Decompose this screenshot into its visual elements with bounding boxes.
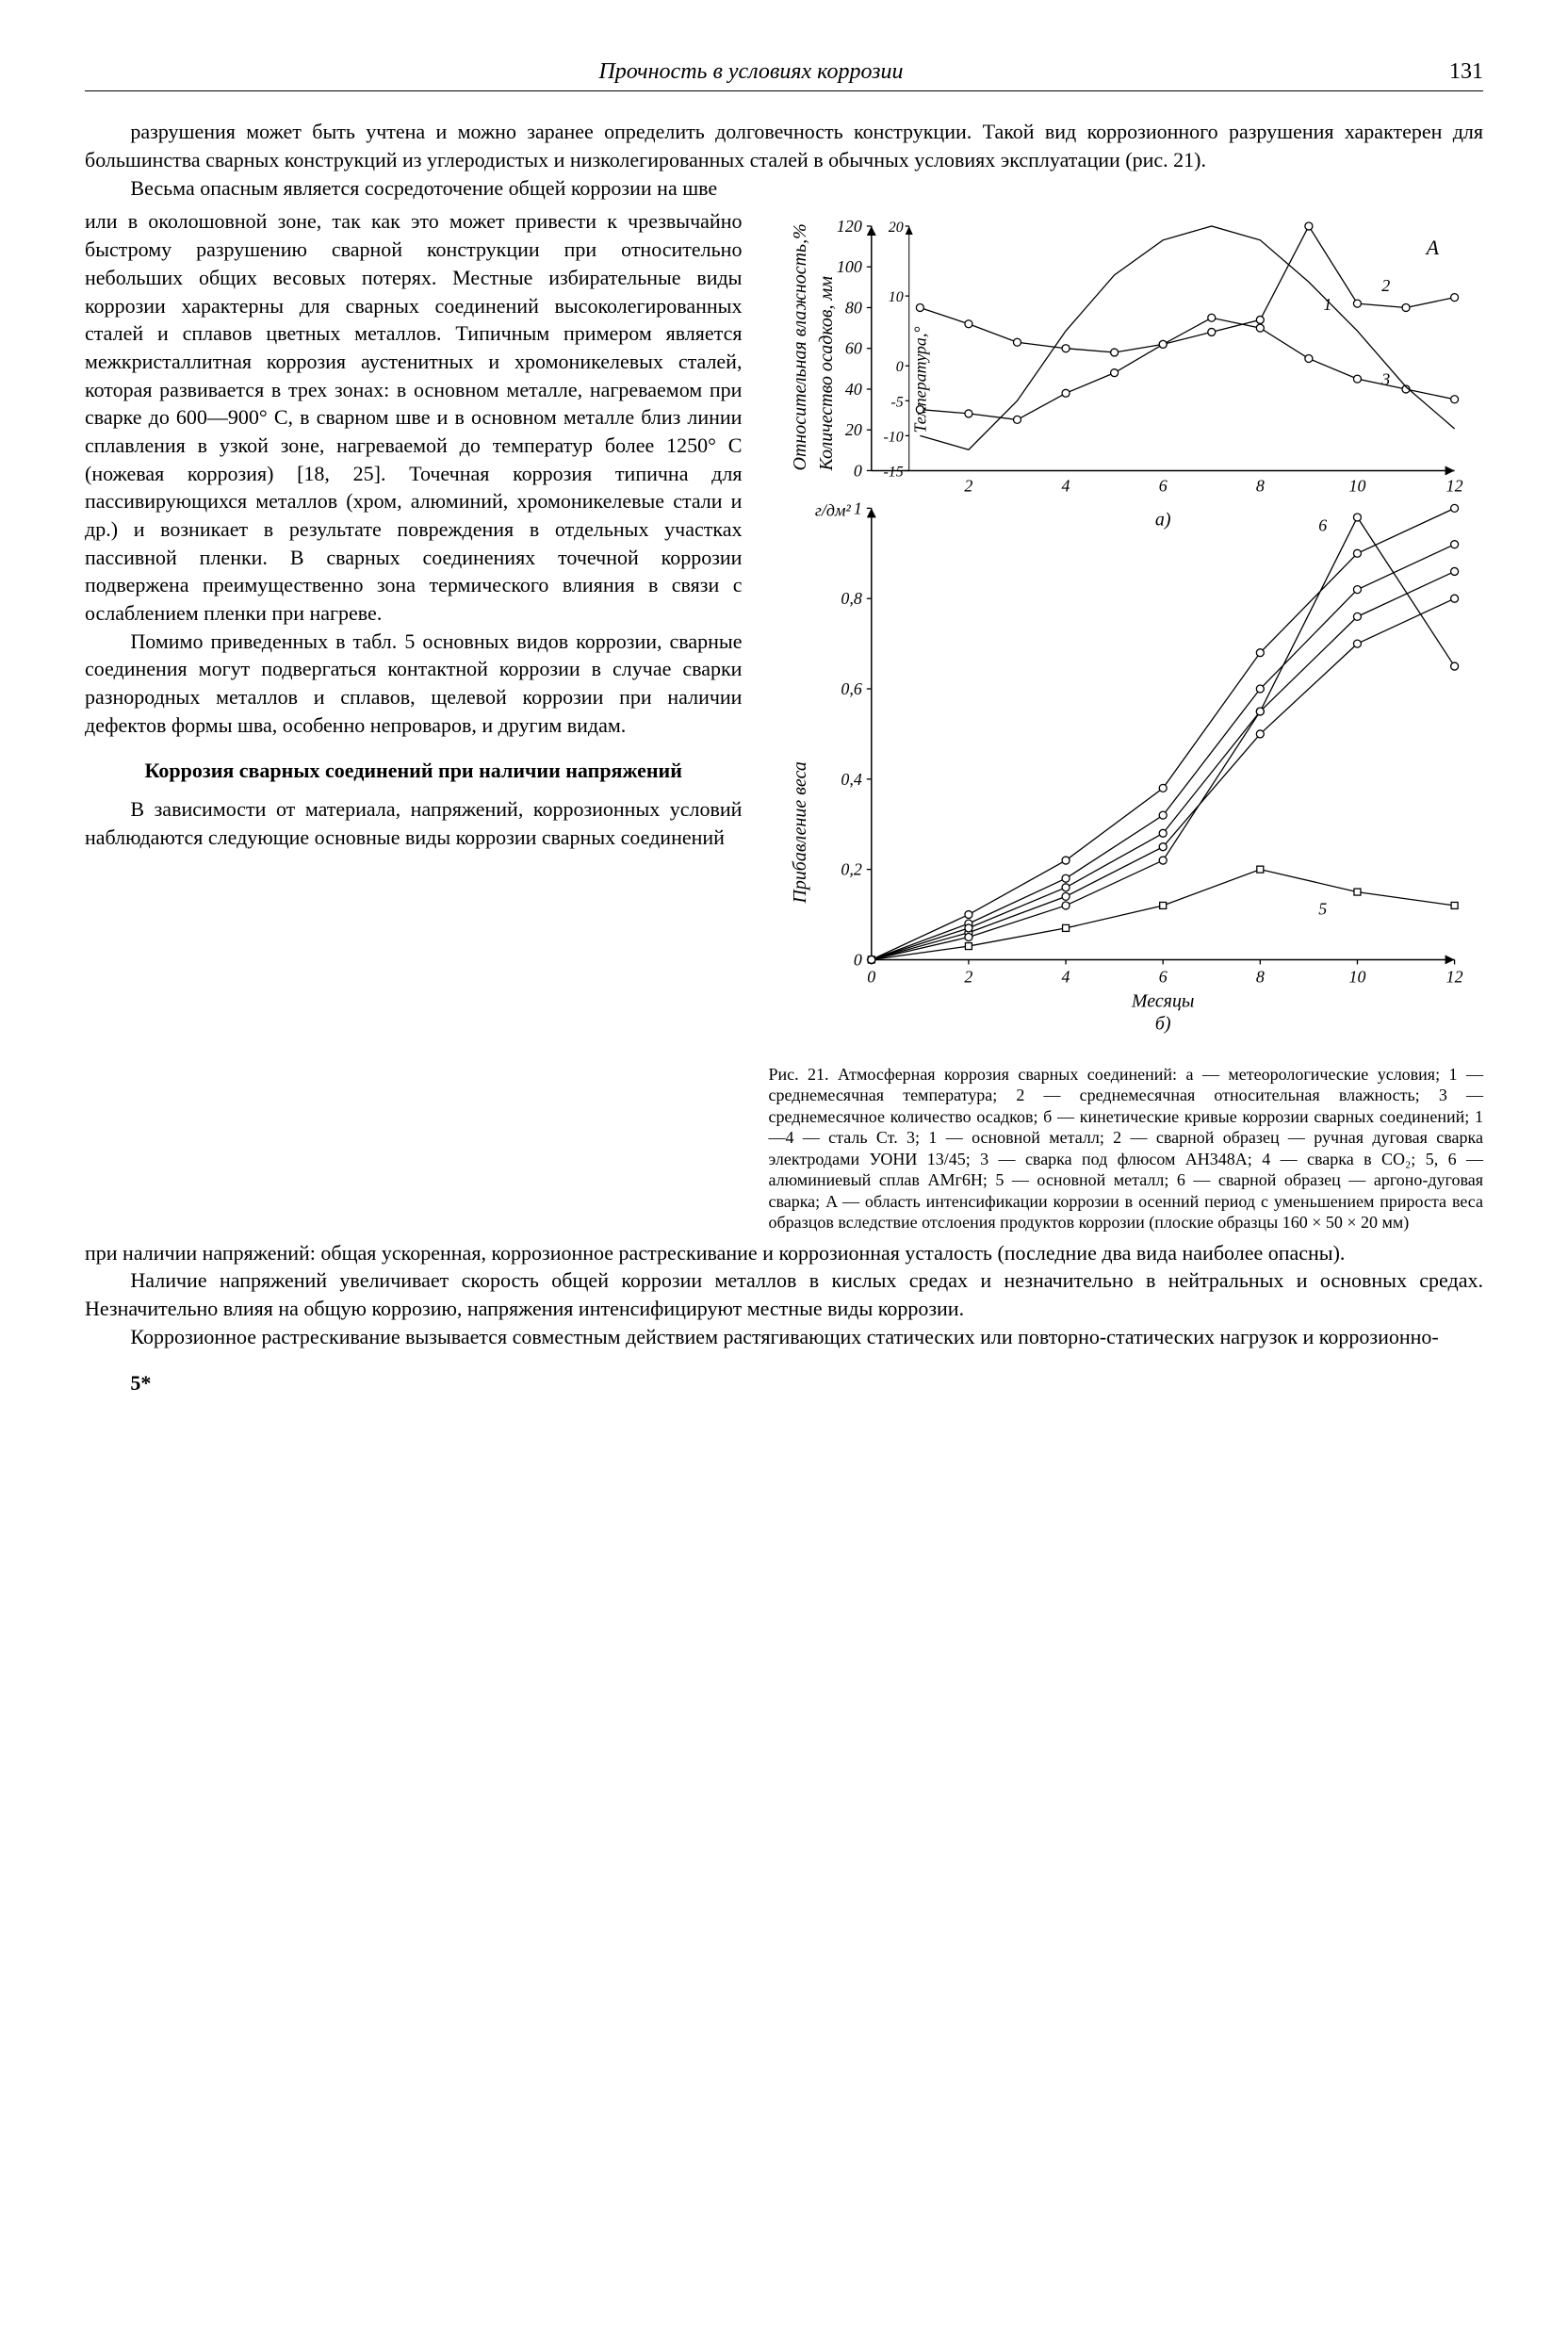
svg-text:4: 4 (1062, 477, 1070, 496)
svg-text:0: 0 (854, 951, 862, 970)
svg-text:0,2: 0,2 (841, 860, 862, 879)
below-p-cont: при наличии напряжений: общая ускоренная… (85, 1239, 1483, 1267)
svg-text:Относительная влажность,%: Относительная влажность,% (790, 224, 810, 471)
svg-text:6: 6 (1159, 968, 1168, 987)
svg-text:6: 6 (1319, 516, 1328, 535)
svg-text:Температура,°: Температура,° (911, 327, 930, 433)
svg-text:Прибавление веса: Прибавление веса (790, 762, 810, 905)
svg-text:60: 60 (845, 339, 862, 358)
svg-text:0,4: 0,4 (841, 770, 862, 789)
intro-p2: Весьма опасным является сосредоточение о… (85, 174, 1483, 203)
below-p2: Наличие напряжений увеличивает скорость … (85, 1266, 1483, 1322)
below-p3: Коррозионное растрескивание вызывается с… (85, 1323, 1483, 1351)
figure-caption: Рис. 21. Атмосферная коррозия сварных со… (768, 1064, 1483, 1233)
svg-text:8: 8 (1256, 477, 1265, 496)
svg-text:-15: -15 (884, 465, 904, 481)
columns: или в околошовной зоне, так как это може… (85, 207, 1483, 1233)
signature-mark: 5* (85, 1369, 1483, 1397)
below-block: при наличии напряжений: общая ускоренная… (85, 1239, 1483, 1351)
svg-text:0: 0 (868, 968, 876, 987)
svg-text:80: 80 (845, 299, 862, 318)
svg-text:10: 10 (1349, 477, 1366, 496)
svg-text:-5: -5 (891, 395, 904, 411)
svg-text:20: 20 (845, 421, 862, 440)
section-title: Коррозия сварных соединений при наличии … (85, 757, 742, 785)
svg-text:40: 40 (845, 380, 862, 399)
svg-text:10: 10 (1349, 968, 1366, 987)
svg-text:20: 20 (889, 220, 904, 236)
intro-p1: разрушения может быть учтена и можно зар… (85, 118, 1483, 173)
svg-text:12: 12 (1446, 477, 1463, 496)
svg-text:2: 2 (1382, 277, 1391, 296)
left-p3: В зависимости от материала, напряжений, … (85, 795, 742, 851)
svg-text:2: 2 (965, 477, 973, 496)
svg-text:1: 1 (854, 499, 862, 518)
svg-text:10: 10 (889, 290, 904, 306)
svg-text:0,8: 0,8 (841, 590, 862, 609)
svg-text:A: A (1425, 236, 1440, 259)
svg-text:г/дм²: г/дм² (815, 501, 852, 520)
svg-text:12: 12 (1446, 968, 1463, 987)
left-column: или в околошовной зоне, так как это може… (85, 207, 742, 1233)
svg-text:0: 0 (854, 462, 862, 481)
svg-text:1: 1 (1324, 295, 1332, 314)
running-title: Прочность в условиях коррозии (85, 57, 1417, 87)
svg-text:4: 4 (1062, 968, 1070, 987)
svg-text:б): б) (1155, 1014, 1171, 1035)
svg-text:6: 6 (1159, 477, 1168, 496)
svg-text:0,6: 0,6 (841, 679, 862, 698)
intro-block: разрушения может быть учтена и можно зар… (85, 118, 1483, 202)
svg-text:3: 3 (1381, 370, 1391, 389)
svg-text:2: 2 (965, 968, 973, 987)
svg-text:5: 5 (1319, 900, 1328, 919)
svg-text:8: 8 (1256, 968, 1265, 987)
svg-text:Количество осадков, мм: Количество осадков, мм (816, 276, 837, 472)
svg-text:-10: -10 (884, 430, 904, 446)
figure-21-chart: 020406080100120-15-10-50102024681012Отно… (768, 207, 1483, 1054)
svg-text:100: 100 (837, 258, 862, 277)
page-header: Прочность в условиях коррозии 131 (85, 57, 1483, 91)
svg-text:120: 120 (837, 217, 862, 236)
svg-text:a): a) (1155, 510, 1171, 531)
page-number: 131 (1417, 57, 1483, 87)
svg-text:Месяцы: Месяцы (1131, 991, 1195, 1012)
svg-text:0: 0 (896, 360, 904, 376)
figure-column: 020406080100120-15-10-50102024681012Отно… (768, 207, 1483, 1233)
left-p-cont: или в околошовной зоне, так как это може… (85, 207, 742, 627)
left-p2: Помимо приведенных в табл. 5 основных ви… (85, 628, 742, 740)
